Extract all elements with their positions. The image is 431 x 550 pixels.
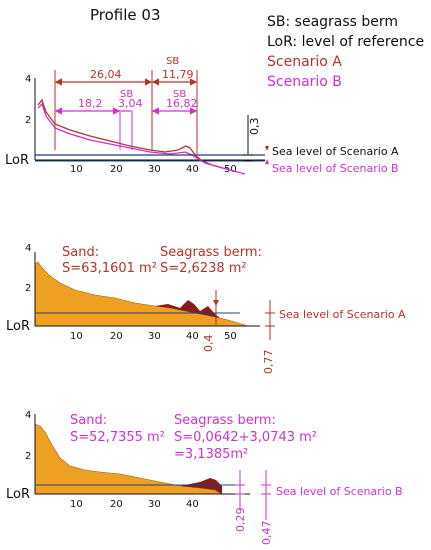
bottom-dim-large: 0,47	[260, 521, 273, 546]
bottom-sand-label: Sand:	[70, 413, 107, 428]
bottom-y-tick: 2	[25, 451, 31, 462]
middle-y-tick: 2	[25, 283, 31, 294]
bottom-berm-value: S=0,0642+3,0743 m²	[174, 430, 317, 445]
top-y-tick: 2	[25, 115, 31, 126]
top-lor-label: LoR	[5, 153, 29, 168]
sand-area-b	[34, 423, 224, 495]
legend-lor: LoR: level of reference	[267, 34, 424, 50]
sea-level-arrow-a	[265, 146, 269, 151]
dim-label-a2: 11,79	[162, 68, 194, 81]
profile-line-scenario-a	[37, 98, 231, 171]
bottom-berm-total: =3,1385m²	[174, 447, 248, 462]
top-x-tick: 40	[186, 164, 199, 175]
bottom-sand-value: S=52,7355 m²	[70, 430, 165, 445]
bottom-lor-label: LoR	[6, 487, 30, 502]
legend-scenario-b: Scenario B	[267, 74, 342, 90]
profile-line-scenario-b	[37, 102, 246, 175]
middle-dim-arrow	[213, 300, 219, 306]
bottom-dim-small: 0,29	[234, 508, 247, 533]
bottom-x-tick: 20	[110, 499, 123, 510]
middle-sand-label: Sand:	[62, 245, 99, 260]
bottom-x-tick: 10	[70, 499, 83, 510]
middle-sand-value: S=63,1601 m²	[62, 261, 157, 276]
middle-lor-label: LoR	[6, 319, 30, 334]
bottom-x-tick: 30	[148, 499, 161, 510]
sea-level-label-b: Sea level of Scenario B	[272, 162, 399, 175]
middle-x-tick: 20	[110, 331, 123, 342]
bottom-berm-label: Seagrass berm:	[174, 413, 276, 428]
sea-level-label-a: Sea level of Scenario A	[272, 145, 399, 158]
sand-area-a	[34, 261, 249, 327]
legend-sb: SB: seagrass berm	[267, 14, 398, 30]
top-x-tick: 20	[110, 164, 123, 175]
dim-label-b3: 16,82	[166, 97, 198, 110]
sb-label-b: SB	[120, 89, 133, 100]
middle-x-tick: 40	[186, 331, 199, 342]
berm-area-b	[180, 478, 222, 494]
vertical-dim-label: 0,3	[248, 118, 261, 136]
middle-x-tick: 30	[148, 331, 161, 342]
middle-y-tick: 4	[25, 243, 31, 254]
middle-berm-value: S=2,6238 m²	[160, 261, 247, 276]
bottom-x-tick: 40	[186, 499, 199, 510]
middle-dim-large: 0,77	[262, 350, 275, 375]
dim-label-b1: 18,2	[78, 97, 103, 110]
legend-scenario-a: Scenario A	[267, 54, 342, 70]
dim-label-b2: 3,04	[118, 97, 143, 110]
top-panel: 4 2 LoR 10 20 30 40 50 26,04 11,79 SB 18…	[5, 56, 399, 175]
sb-label-b2: SB	[173, 89, 186, 100]
middle-berm-label: Seagrass berm:	[160, 245, 262, 260]
sea-level-arrow-b	[265, 159, 269, 164]
top-x-tick: 10	[70, 164, 83, 175]
middle-dim-small: 0,4	[202, 335, 215, 353]
dim-label-a1: 26,04	[90, 68, 122, 81]
sb-label-a: SB	[166, 56, 179, 67]
bottom-panel: 4 2 LoR 10 20 30 40 Sand: S=52,7355 m² S…	[6, 410, 403, 545]
middle-x-tick: 10	[70, 331, 83, 342]
top-x-tick: 30	[148, 164, 161, 175]
top-y-tick: 4	[25, 74, 31, 85]
bottom-sea-level-label: Sea level of Scenario B	[276, 485, 403, 498]
middle-x-tick: 50	[224, 331, 237, 342]
profile-title: Profile 03	[90, 6, 161, 24]
middle-sea-level-label: Sea level of Scenario A	[279, 308, 406, 321]
bottom-y-tick: 4	[25, 410, 31, 421]
middle-panel: 4 2 LoR 10 20 30 40 50 Sand: S=63,1601 m…	[6, 243, 406, 374]
